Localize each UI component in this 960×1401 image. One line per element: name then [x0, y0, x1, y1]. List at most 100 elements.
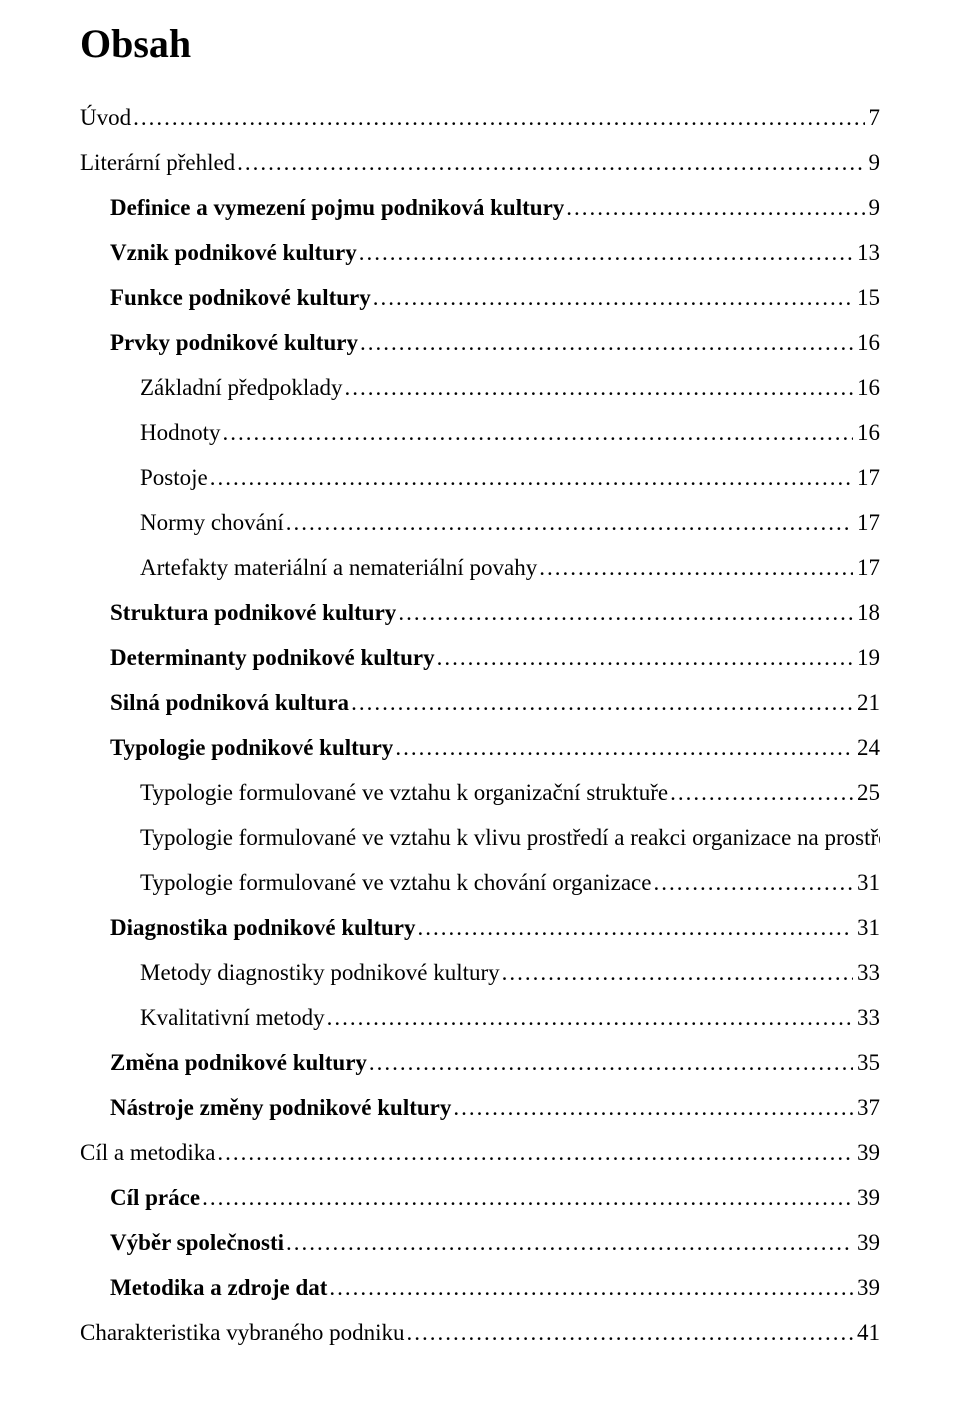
- toc-entry-label: Změna podnikové kultury: [110, 1040, 367, 1085]
- toc-entry-label: Prvky podnikové kultury: [110, 320, 358, 365]
- toc-entry-label: Typologie formulované ve vztahu k vlivu …: [140, 815, 880, 860]
- toc-leader-dots: [369, 1040, 853, 1085]
- table-of-contents: Úvod 7 Literární přehled 9 Definice a vymeze…: [80, 95, 880, 1355]
- page: Obsah Úvod 7 Literární přehled 9 Definice a …: [0, 0, 960, 1401]
- toc-entry-label: Diagnostika podnikové kultury: [110, 905, 415, 950]
- toc-entry: Funkce podnikové kultury 15: [110, 275, 880, 320]
- toc-entry-page: 7: [869, 95, 881, 140]
- toc-entry-page: 9: [869, 140, 881, 185]
- toc-entry-label: Základní předpoklady: [140, 365, 342, 410]
- toc-entry-label: Postoje: [140, 455, 208, 500]
- toc-entry: Nástroje změny podnikové kultury 37: [110, 1085, 880, 1130]
- toc-entry-label: Typologie formulované ve vztahu k organi…: [140, 770, 668, 815]
- toc-entry: Struktura podnikové kultury 18: [110, 590, 880, 635]
- toc-entry-label: Funkce podnikové kultury: [110, 275, 371, 320]
- toc-entry: Typologie formulované ve vztahu k organi…: [140, 770, 880, 815]
- toc-entry-label: Metody diagnostiky podnikové kultury: [140, 950, 500, 995]
- toc-entry-label: Determinanty podnikové kultury: [110, 635, 435, 680]
- toc-entry: Metodika a zdroje dat 39: [110, 1265, 880, 1310]
- toc-entry-label: Typologie podnikové kultury: [110, 725, 393, 770]
- toc-entry: Prvky podnikové kultury 16: [110, 320, 880, 365]
- toc-leader-dots: [210, 455, 853, 500]
- toc-leader-dots: [223, 410, 854, 455]
- toc-entry-label: Charakteristika vybraného podniku: [80, 1310, 404, 1355]
- toc-leader-dots: [133, 95, 864, 140]
- toc-entry: Postoje17: [140, 455, 880, 500]
- toc-entry-page: 39: [857, 1220, 880, 1265]
- toc-entry-page: 39: [857, 1265, 880, 1310]
- toc-entry-page: 25: [857, 770, 880, 815]
- toc-entry: Determinanty podnikové kultury 19: [110, 635, 880, 680]
- toc-entry-page: 16: [857, 410, 880, 455]
- toc-entry-page: 18: [857, 590, 880, 635]
- toc-entry: Metody diagnostiky podnikové kultury 33: [140, 950, 880, 995]
- toc-entry-page: 35: [857, 1040, 880, 1085]
- toc-entry-label: Nástroje změny podnikové kultury: [110, 1085, 451, 1130]
- toc-leader-dots: [202, 1175, 853, 1220]
- toc-entry-label: Artefakty materiální a nemateriální pova…: [140, 545, 537, 590]
- toc-leader-dots: [373, 275, 853, 320]
- toc-leader-dots: [237, 140, 864, 185]
- toc-leader-dots: [437, 635, 853, 680]
- toc-entry: Typologie formulované ve vztahu k chován…: [140, 860, 880, 905]
- toc-entry-page: 19: [857, 635, 880, 680]
- toc-leader-dots: [395, 725, 853, 770]
- toc-entry: Normy chování17: [140, 500, 880, 545]
- toc-entry-page: 41: [857, 1310, 880, 1355]
- toc-entry: Typologie podnikové kultury 24: [110, 725, 880, 770]
- toc-entry: Výběr společnosti 39: [110, 1220, 880, 1265]
- toc-entry: Typologie formulované ve vztahu k vlivu …: [140, 815, 880, 860]
- toc-leader-dots: [217, 1130, 853, 1175]
- toc-entry-page: 39: [857, 1175, 880, 1220]
- toc-entry-page: 33: [857, 995, 880, 1040]
- toc-leader-dots: [351, 680, 853, 725]
- toc-entry-label: Výběr společnosti: [110, 1220, 284, 1265]
- toc-entry: Kvalitativní metody33: [140, 995, 880, 1040]
- toc-entry: Změna podnikové kultury 35: [110, 1040, 880, 1085]
- toc-entry: Základní předpoklady 16: [140, 365, 880, 410]
- toc-entry-label: Struktura podnikové kultury: [110, 590, 396, 635]
- toc-entry-page: 9: [869, 185, 881, 230]
- toc-entry-label: Cíl práce: [110, 1175, 200, 1220]
- toc-leader-dots: [329, 1265, 853, 1310]
- toc-entry-page: 17: [857, 545, 880, 590]
- toc-entry-page: 17: [857, 500, 880, 545]
- toc-entry-page: 31: [857, 905, 880, 950]
- toc-entry-label: Silná podniková kultura: [110, 680, 349, 725]
- toc-leader-dots: [359, 230, 853, 275]
- toc-entry: Silná podniková kultura 21: [110, 680, 880, 725]
- toc-entry-page: 21: [857, 680, 880, 725]
- toc-entry-label: Hodnoty: [140, 410, 221, 455]
- page-title: Obsah: [80, 20, 880, 67]
- toc-leader-dots: [453, 1085, 853, 1130]
- toc-entry-page: 24: [857, 725, 880, 770]
- toc-entry-label: Úvod: [80, 95, 131, 140]
- toc-leader-dots: [398, 590, 853, 635]
- toc-entry-label: Typologie formulované ve vztahu k chován…: [140, 860, 651, 905]
- toc-entry-page: 16: [857, 320, 880, 365]
- toc-entry: Diagnostika podnikové kultury 31: [110, 905, 880, 950]
- toc-entry: Cíl a metodika 39: [80, 1130, 880, 1175]
- toc-entry-label: Metodika a zdroje dat: [110, 1265, 327, 1310]
- toc-entry-page: 16: [857, 365, 880, 410]
- toc-entry-label: Literární přehled: [80, 140, 235, 185]
- toc-entry: Vznik podnikové kultury13: [110, 230, 880, 275]
- toc-entry-page: 33: [857, 950, 880, 995]
- toc-leader-dots: [360, 320, 853, 365]
- toc-leader-dots: [417, 905, 853, 950]
- toc-leader-dots: [327, 995, 853, 1040]
- toc-entry-page: 15: [857, 275, 880, 320]
- toc-entry-page: 31: [857, 860, 880, 905]
- toc-entry-page: 37: [857, 1085, 880, 1130]
- toc-entry: Charakteristika vybraného podniku 41: [80, 1310, 880, 1355]
- toc-entry-label: Vznik podnikové kultury: [110, 230, 357, 275]
- toc-entry-page: 39: [857, 1130, 880, 1175]
- toc-entry: Definice a vymezení pojmu podniková kult…: [110, 185, 880, 230]
- toc-entry-label: Definice a vymezení pojmu podniková kult…: [110, 185, 564, 230]
- toc-entry: Cíl práce 39: [110, 1175, 880, 1220]
- toc-entry-label: Cíl a metodika: [80, 1130, 215, 1175]
- toc-entry: Úvod 7: [80, 95, 880, 140]
- toc-leader-dots: [539, 545, 853, 590]
- toc-entry: Artefakty materiální a nemateriální pova…: [140, 545, 880, 590]
- toc-entry: Literární přehled 9: [80, 140, 880, 185]
